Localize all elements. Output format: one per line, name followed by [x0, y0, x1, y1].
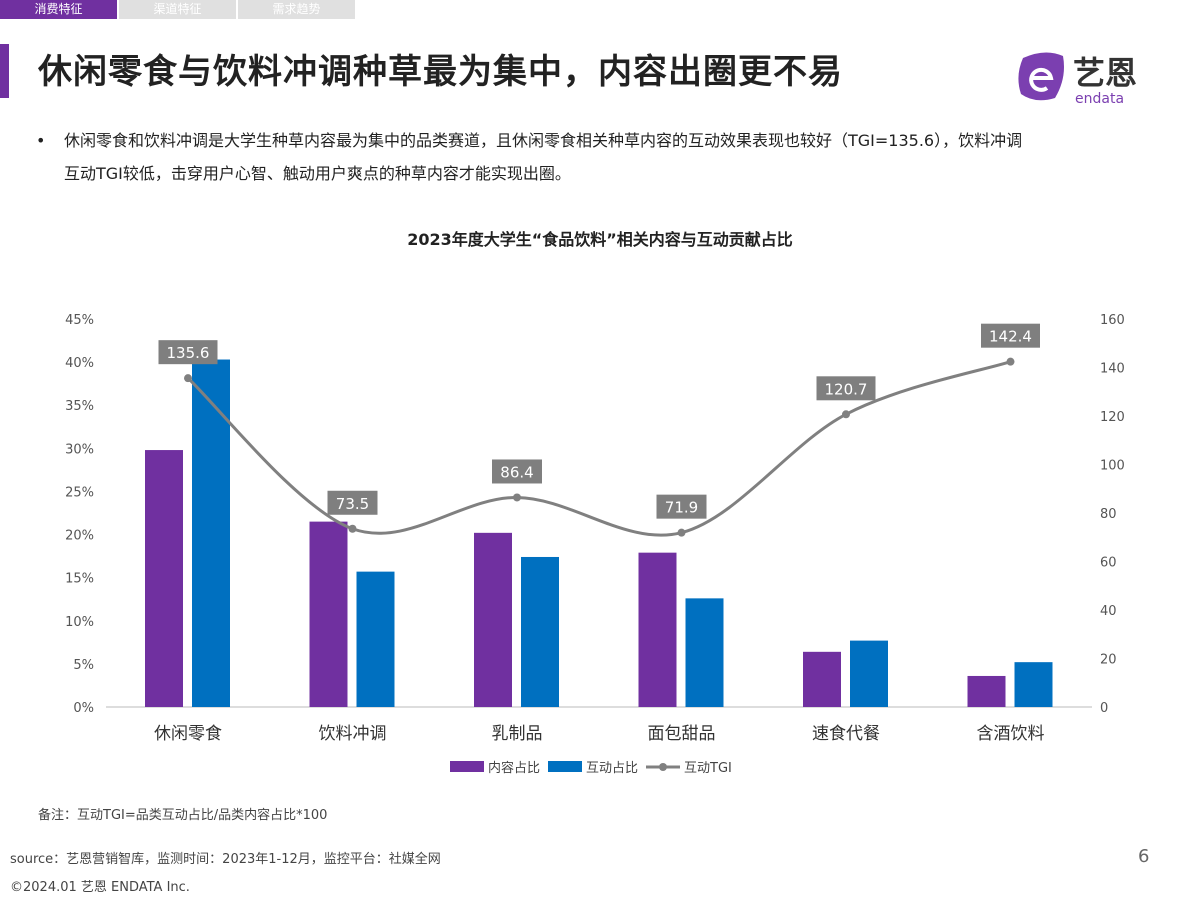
tgi-label-bg: [492, 459, 542, 484]
bar-content: [803, 651, 841, 707]
legend-label: 内容占比: [488, 760, 540, 776]
right-tick-label: 80: [1100, 507, 1117, 522]
legend-marker: [659, 763, 667, 771]
right-tick-label: 120: [1100, 410, 1125, 425]
left-tick-label: 10%: [65, 615, 94, 630]
bar-interaction: [1014, 662, 1053, 707]
bar-interaction: [192, 359, 230, 707]
chart-title: 2023年度大学生“食品饮料”相关内容与互动贡献占比: [407, 230, 793, 249]
bullet-dot: •: [36, 131, 46, 150]
bar-content: [309, 521, 348, 707]
category-label: 速食代餐: [812, 724, 880, 744]
endata-logo: 艺恩 endata: [1018, 52, 1137, 106]
tgi-data-label: 135.6: [167, 344, 210, 362]
svg-text:endata: endata: [1075, 91, 1124, 106]
tgi-label-bg: [656, 494, 707, 519]
tgi-label-bg: [816, 376, 876, 401]
right-tick-label: 100: [1100, 459, 1125, 474]
category-label: 含酒饮料: [977, 724, 1045, 744]
bar-interaction: [521, 556, 559, 707]
category-label: 饮料冲调: [319, 724, 387, 744]
right-tick-label: 60: [1100, 556, 1117, 571]
footnote: 备注：互动TGI=品类互动占比/品类内容占比*100: [38, 808, 328, 823]
tgi-point: [842, 410, 850, 419]
bar-content: [474, 532, 512, 707]
tgi-point: [677, 528, 686, 537]
tab-channel[interactable]: 渠道特征: [119, 0, 236, 19]
left-tick-label: 0%: [73, 701, 94, 716]
chart: 0% 5% 10% 15% 20% 25% 30% 35% 40% 45% 0 20 40 60 80 100…: [65, 313, 1125, 776]
tgi-data-label: 120.7: [825, 380, 868, 398]
tgi-data-label: 71.9: [665, 499, 698, 517]
title-accent-bar: [0, 44, 9, 98]
legend-label: 互动TGI: [684, 761, 732, 776]
copyright: ©2024.01 艺恩 ENDATA Inc.: [10, 880, 190, 895]
bullet-text-block: • 休闲零食和饮料冲调是大学生种草内容最为集中的品类赛道，且休闲零食相关种草内容…: [36, 124, 1026, 190]
bar-content: [967, 675, 1006, 707]
tgi-point: [513, 493, 521, 502]
left-tick-label: 5%: [73, 658, 94, 673]
bullet-text: 休闲零食和饮料冲调是大学生种草内容最为集中的品类赛道，且休闲零食相关种草内容的互…: [64, 131, 1023, 183]
left-tick-label: 25%: [65, 485, 94, 500]
right-tick-label: 0: [1100, 701, 1108, 716]
tgi-point: [1006, 357, 1015, 366]
svg-text:艺恩: 艺恩: [1073, 54, 1137, 92]
right-tick-label: 140: [1100, 362, 1125, 377]
category-label: 乳制品: [492, 724, 543, 744]
right-tick-label: 40: [1100, 604, 1117, 619]
tgi-label-bg: [158, 340, 218, 365]
tgi-data-label: 86.4: [500, 463, 533, 481]
page-title: 休闲零食与饮料冲调种草最为集中，内容出圈更不易: [38, 52, 843, 92]
category-label: 面包甜品: [648, 724, 716, 744]
bar-interaction: [356, 571, 395, 707]
right-tick-label: 20: [1100, 653, 1117, 668]
page-number: 6: [1138, 846, 1150, 867]
bar-interaction: [850, 640, 888, 707]
left-tick-label: 35%: [65, 399, 94, 414]
tgi-data-label: 142.4: [989, 328, 1032, 346]
tgi-label-bg: [981, 323, 1040, 348]
left-tick-label: 20%: [65, 529, 94, 544]
section-tabs: 消费特征 渠道特征 需求趋势: [0, 0, 357, 19]
left-tick-label: 40%: [65, 356, 94, 371]
bar-interaction: [685, 598, 724, 707]
legend-label: 互动占比: [586, 761, 638, 776]
bar-content: [145, 450, 183, 707]
tab-demand[interactable]: 需求趋势: [238, 0, 355, 19]
legend-swatch: [548, 761, 582, 772]
left-tick-label: 45%: [65, 313, 94, 328]
tgi-point: [348, 524, 357, 533]
tgi-point: [184, 374, 192, 383]
tgi-data-label: 73.5: [336, 495, 369, 513]
left-tick-label: 30%: [65, 442, 94, 457]
left-tick-label: 15%: [65, 572, 94, 587]
tab-consumption[interactable]: 消费特征: [0, 0, 117, 19]
tgi-line: [186, 360, 1011, 537]
source-text: source：艺恩营销智库，监测时间：2023年1-12月，监控平台：社媒全网: [10, 852, 441, 867]
right-tick-label: 160: [1100, 313, 1125, 328]
legend-swatch: [450, 761, 484, 772]
bar-content: [638, 552, 677, 707]
tgi-label-bg: [327, 490, 378, 515]
category-label: 休闲零食: [154, 724, 222, 744]
